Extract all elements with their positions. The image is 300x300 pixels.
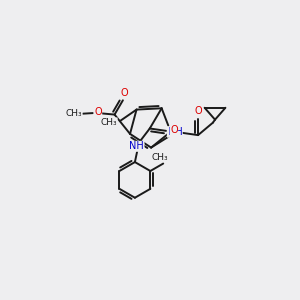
Text: O: O — [194, 106, 202, 116]
Text: NH: NH — [129, 141, 144, 151]
Text: CH₃: CH₃ — [151, 152, 168, 161]
Text: O: O — [121, 88, 128, 98]
Text: NH: NH — [167, 127, 182, 137]
Text: O: O — [170, 125, 178, 135]
Text: S: S — [167, 127, 174, 137]
Text: CH₃: CH₃ — [100, 118, 117, 127]
Text: O: O — [94, 107, 102, 118]
Text: CH₃: CH₃ — [65, 109, 82, 118]
